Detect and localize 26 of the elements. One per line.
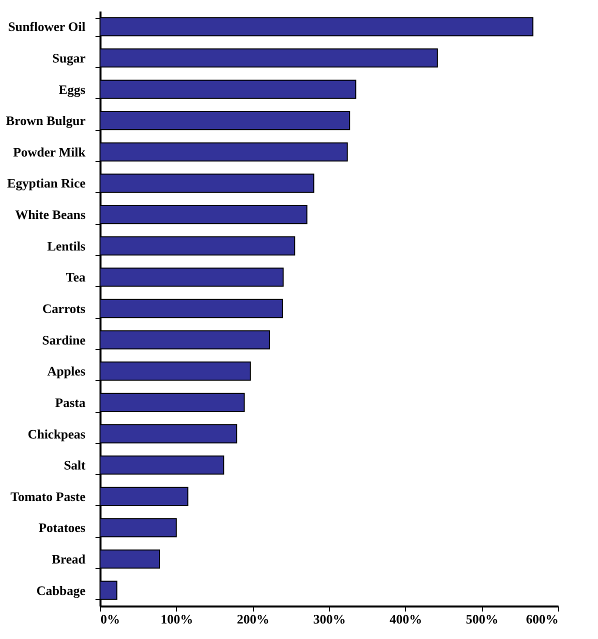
y-tick-label: Brown Bulgur — [6, 113, 86, 128]
y-tick-label: Apples — [47, 364, 86, 379]
y-tick-label: Potatoes — [38, 520, 86, 536]
y-tick-label: Bread — [52, 552, 86, 567]
y-tick-label: Sardine — [42, 332, 86, 348]
x-tick-label: 400% — [390, 612, 422, 626]
y-tick-label: Tomato Paste — [10, 488, 86, 504]
x-tick-label: 100% — [160, 612, 194, 626]
y-tick-label: Tea — [66, 270, 86, 285]
y-tick-label: Eggs — [58, 82, 86, 97]
y-tick-label: Egyptian Rice — [7, 176, 86, 191]
y-tick-label: Pasta — [55, 394, 86, 410]
y-tick-label: Lentils — [47, 238, 86, 254]
y-tick-label: Sugar — [52, 50, 86, 66]
x-tick-label: 300% — [313, 612, 346, 626]
x-tick-label: 500% — [466, 612, 498, 626]
x-tick-label: 200% — [236, 612, 270, 626]
y-tick-label: Chickpeas — [28, 426, 86, 442]
y-tick-label: Powder Milk — [13, 144, 86, 160]
y-tick-label: White Beans — [15, 207, 86, 222]
y-tick-label: Salt — [64, 458, 86, 473]
x-tick-label: 600% — [526, 612, 558, 626]
y-tick-label: Carrots — [42, 301, 86, 316]
y-tick-label: Cabbage — [36, 582, 86, 598]
x-tick-label: 0% — [100, 612, 120, 626]
y-tick-label: Sunflower Oil — [8, 19, 86, 34]
